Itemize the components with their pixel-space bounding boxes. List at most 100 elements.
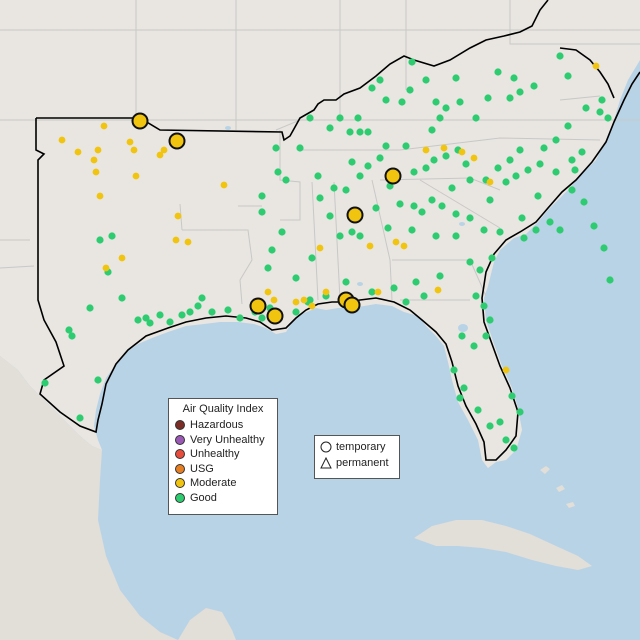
- station-marker[interactable]: [174, 212, 182, 220]
- station-marker[interactable]: [596, 108, 604, 116]
- station-marker[interactable]: [502, 436, 510, 444]
- station-marker[interactable]: [434, 286, 442, 294]
- station-marker[interactable]: [598, 96, 606, 104]
- station-marker[interactable]: [396, 200, 404, 208]
- station-marker[interactable]: [342, 186, 350, 194]
- station-marker[interactable]: [494, 164, 502, 172]
- station-marker[interactable]: [402, 142, 410, 150]
- station-marker[interactable]: [130, 146, 138, 154]
- station-marker[interactable]: [94, 146, 102, 154]
- station-marker[interactable]: [484, 94, 492, 102]
- station-marker[interactable]: [496, 418, 504, 426]
- station-marker[interactable]: [556, 226, 564, 234]
- station-marker[interactable]: [600, 244, 608, 252]
- station-marker[interactable]: [96, 192, 104, 200]
- station-marker[interactable]: [552, 168, 560, 176]
- station-marker[interactable]: [494, 68, 502, 76]
- station-marker[interactable]: [308, 254, 316, 262]
- station-marker[interactable]: [264, 288, 272, 296]
- station-marker[interactable]: [466, 176, 474, 184]
- station-marker[interactable]: [346, 206, 364, 224]
- station-marker[interactable]: [316, 194, 324, 202]
- station-marker[interactable]: [472, 292, 480, 300]
- station-marker[interactable]: [442, 104, 450, 112]
- station-marker[interactable]: [552, 136, 560, 144]
- station-marker[interactable]: [249, 297, 267, 315]
- station-marker[interactable]: [270, 296, 278, 304]
- station-marker[interactable]: [108, 232, 116, 240]
- station-marker[interactable]: [512, 172, 520, 180]
- station-marker[interactable]: [220, 181, 228, 189]
- station-marker[interactable]: [496, 228, 504, 236]
- station-marker[interactable]: [330, 184, 338, 192]
- station-marker[interactable]: [258, 208, 266, 216]
- station-marker[interactable]: [442, 152, 450, 160]
- station-marker[interactable]: [480, 302, 488, 310]
- station-marker[interactable]: [368, 288, 376, 296]
- station-marker[interactable]: [392, 238, 400, 246]
- station-marker[interactable]: [410, 168, 418, 176]
- station-marker[interactable]: [398, 98, 406, 106]
- station-marker[interactable]: [354, 114, 362, 122]
- station-marker[interactable]: [126, 138, 134, 146]
- station-marker[interactable]: [456, 98, 464, 106]
- station-marker[interactable]: [292, 298, 300, 306]
- station-marker[interactable]: [420, 292, 428, 300]
- station-marker[interactable]: [466, 214, 474, 222]
- station-marker[interactable]: [406, 86, 414, 94]
- station-marker[interactable]: [96, 236, 104, 244]
- station-marker[interactable]: [408, 58, 416, 66]
- station-marker[interactable]: [368, 84, 376, 92]
- station-marker[interactable]: [258, 192, 266, 200]
- station-marker[interactable]: [458, 332, 466, 340]
- station-marker[interactable]: [568, 156, 576, 164]
- station-marker[interactable]: [266, 307, 284, 325]
- station-marker[interactable]: [452, 232, 460, 240]
- station-marker[interactable]: [336, 232, 344, 240]
- station-marker[interactable]: [516, 146, 524, 154]
- station-marker[interactable]: [376, 154, 384, 162]
- station-marker[interactable]: [524, 166, 532, 174]
- station-marker[interactable]: [356, 232, 364, 240]
- station-marker[interactable]: [506, 156, 514, 164]
- station-marker[interactable]: [348, 158, 356, 166]
- station-marker[interactable]: [502, 366, 510, 374]
- station-marker[interactable]: [146, 319, 154, 327]
- station-marker[interactable]: [412, 278, 420, 286]
- station-marker[interactable]: [268, 246, 276, 254]
- station-marker[interactable]: [571, 166, 579, 174]
- station-marker[interactable]: [142, 314, 150, 322]
- station-marker[interactable]: [296, 144, 304, 152]
- station-marker[interactable]: [316, 244, 324, 252]
- station-marker[interactable]: [400, 242, 408, 250]
- station-marker[interactable]: [438, 202, 446, 210]
- station-marker[interactable]: [384, 167, 402, 185]
- station-marker[interactable]: [532, 226, 540, 234]
- station-marker[interactable]: [450, 366, 458, 374]
- station-marker[interactable]: [536, 160, 544, 168]
- station-marker[interactable]: [274, 168, 282, 176]
- station-marker[interactable]: [356, 128, 364, 136]
- station-marker[interactable]: [410, 202, 418, 210]
- station-marker[interactable]: [160, 146, 168, 154]
- station-marker[interactable]: [486, 178, 494, 186]
- station-marker[interactable]: [604, 114, 612, 122]
- station-marker[interactable]: [264, 264, 272, 272]
- station-marker[interactable]: [92, 168, 100, 176]
- station-marker[interactable]: [422, 146, 430, 154]
- station-marker[interactable]: [131, 112, 149, 130]
- station-marker[interactable]: [402, 298, 410, 306]
- station-marker[interactable]: [436, 114, 444, 122]
- station-marker[interactable]: [134, 316, 142, 324]
- station-marker[interactable]: [374, 288, 382, 296]
- station-marker[interactable]: [348, 228, 356, 236]
- station-marker[interactable]: [118, 254, 126, 262]
- station-marker[interactable]: [510, 74, 518, 82]
- station-marker[interactable]: [156, 151, 164, 159]
- station-marker[interactable]: [486, 316, 494, 324]
- station-marker[interactable]: [476, 266, 484, 274]
- station-marker[interactable]: [342, 278, 350, 286]
- station-marker[interactable]: [462, 160, 470, 168]
- station-marker[interactable]: [482, 332, 490, 340]
- station-marker[interactable]: [364, 162, 372, 170]
